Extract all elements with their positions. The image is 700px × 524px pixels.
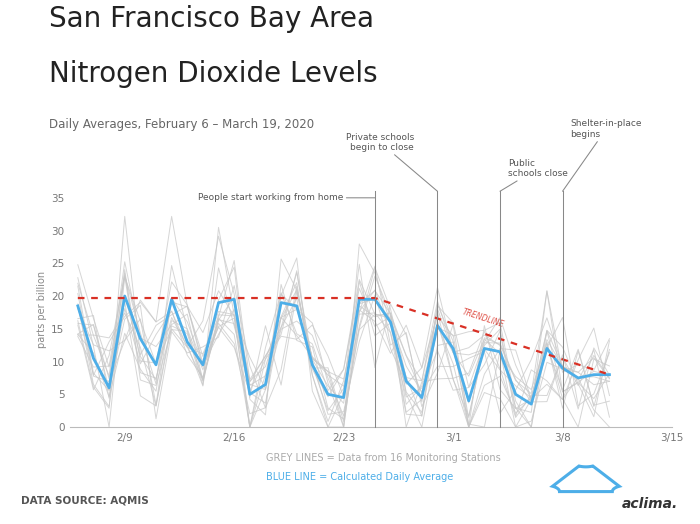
Text: San Francisco Bay Area: San Francisco Bay Area [49, 5, 374, 33]
Text: Daily Averages, February 6 – March 19, 2020: Daily Averages, February 6 – March 19, 2… [49, 118, 314, 131]
Text: Private schools
begin to close: Private schools begin to close [346, 133, 438, 191]
Text: DATA SOURCE: AQMIS: DATA SOURCE: AQMIS [21, 496, 148, 506]
Text: aclima.: aclima. [622, 497, 678, 510]
Text: BLUE LINE = Calculated Daily Average: BLUE LINE = Calculated Daily Average [266, 472, 454, 482]
Text: People start working from home: People start working from home [198, 193, 375, 202]
Text: Shelter-in-place
begins: Shelter-in-place begins [563, 119, 642, 191]
Text: GREY LINES = Data from 16 Monitoring Stations: GREY LINES = Data from 16 Monitoring Sta… [266, 453, 500, 463]
Y-axis label: parts per billion: parts per billion [37, 270, 47, 348]
Text: TRENDLINE: TRENDLINE [461, 308, 505, 330]
Text: Public
schools close: Public schools close [500, 159, 568, 191]
Text: Nitrogen Dioxide Levels: Nitrogen Dioxide Levels [49, 60, 377, 88]
